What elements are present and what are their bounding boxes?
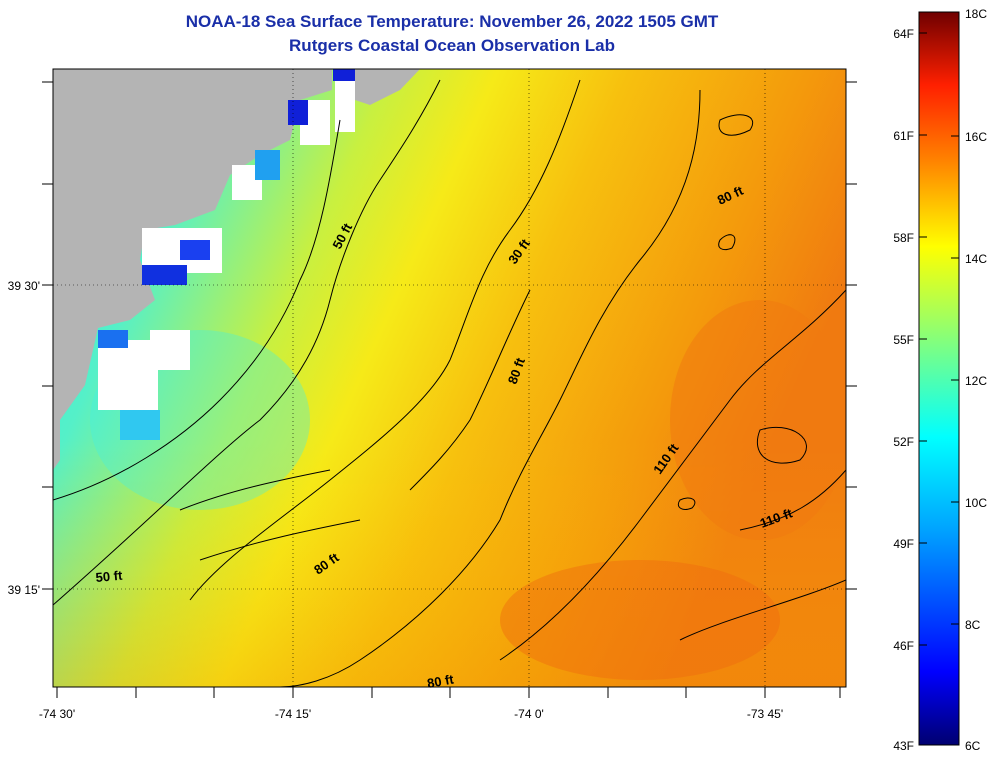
colorbar-f-label: 52F xyxy=(893,435,914,449)
lat-label: 39 30' xyxy=(8,279,40,293)
map-subtitle: Rutgers Coastal Ocean Observation Lab xyxy=(289,36,615,55)
colorbar-f-label: 49F xyxy=(893,537,914,551)
land-mass xyxy=(53,69,332,470)
colorbar-c-label: 6C xyxy=(965,739,981,753)
lon-label: -73 45' xyxy=(747,707,783,721)
land-mass-north xyxy=(355,69,420,105)
colorbar-c-label: 12C xyxy=(965,374,987,388)
lon-label: -74 0' xyxy=(514,707,544,721)
warm-patch xyxy=(670,300,846,540)
colorbar-c-label: 16C xyxy=(965,130,987,144)
warm-patch xyxy=(500,560,780,680)
colorbar-f-label: 61F xyxy=(893,129,914,143)
contour-label: 50 ft xyxy=(95,568,124,585)
axis-ticks xyxy=(42,81,857,698)
colorbar-c-label: 14C xyxy=(965,252,987,266)
colorbar-ticks xyxy=(919,32,959,646)
colorbar-f-label: 64F xyxy=(893,27,914,41)
colorbar-c-label: 18C xyxy=(965,7,987,21)
colorbar-f-label: 46F xyxy=(893,639,914,653)
graticule xyxy=(53,69,846,687)
cold-nearshore xyxy=(98,69,355,440)
colorbar-f-label: 55F xyxy=(893,333,914,347)
colorbar xyxy=(918,11,960,746)
colorbar-f-label: 58F xyxy=(893,231,914,245)
colorbar-c-label: 10C xyxy=(965,496,987,510)
lon-label: -74 30' xyxy=(39,707,75,721)
colorbar-f-label: 43F xyxy=(893,739,914,753)
lon-label: -74 15' xyxy=(275,707,311,721)
contour-label: 80 ft xyxy=(426,671,456,691)
lat-label: 39 15' xyxy=(8,583,40,597)
bathymetry-contours xyxy=(53,79,846,687)
map-title: NOAA-18 Sea Surface Temperature: Novembe… xyxy=(185,12,719,31)
colorbar-c-label: 8C xyxy=(965,618,981,632)
